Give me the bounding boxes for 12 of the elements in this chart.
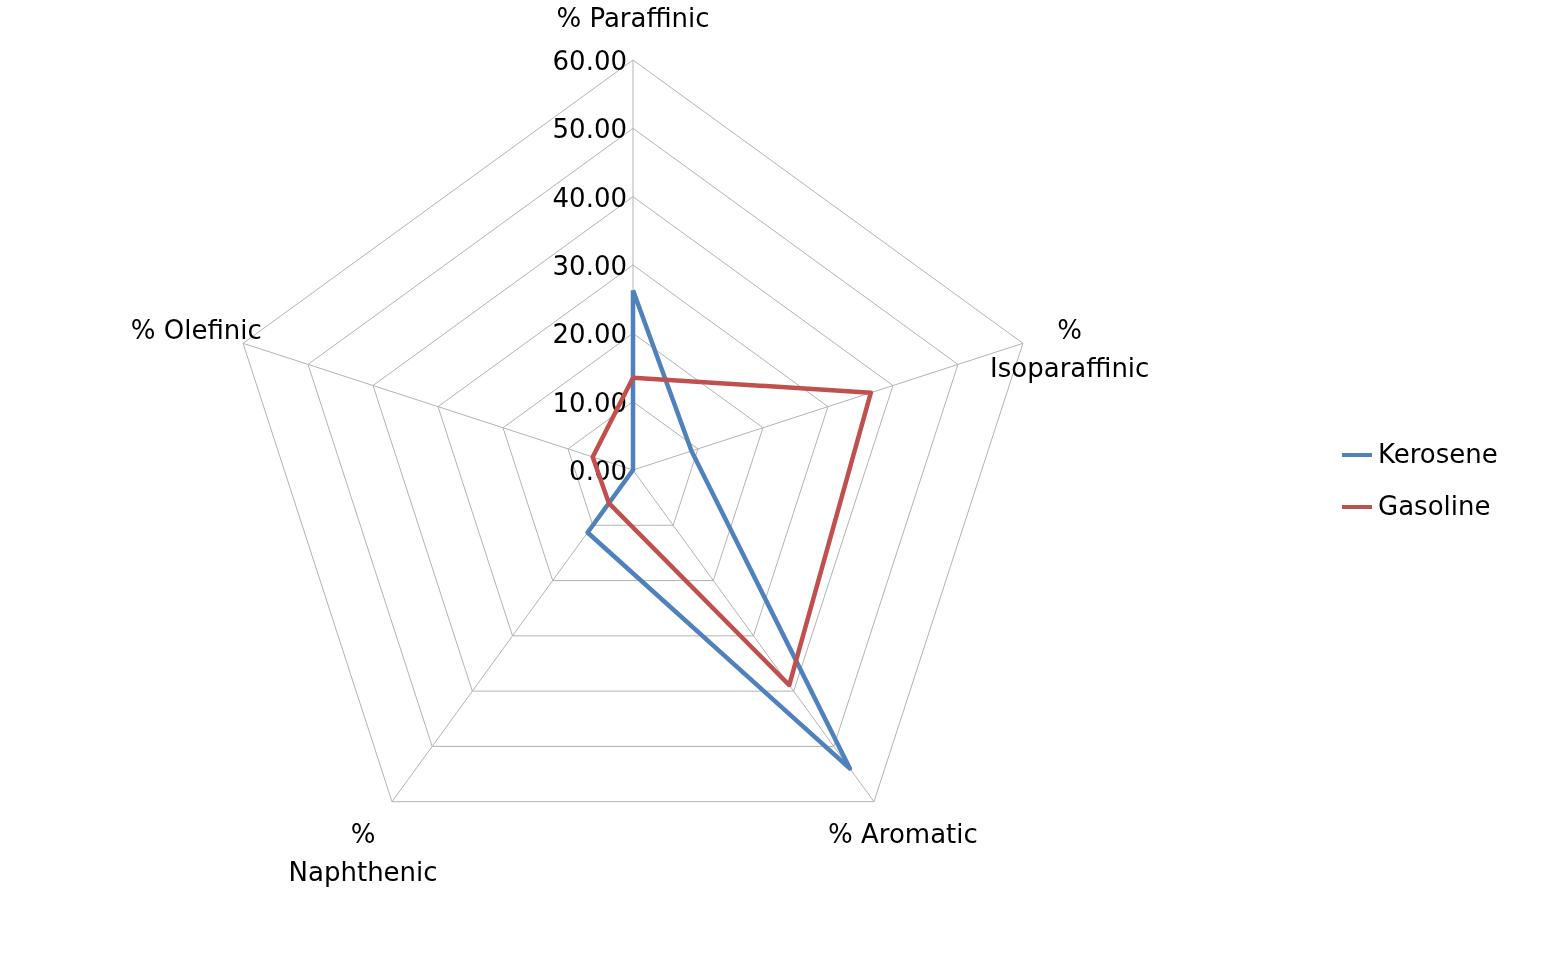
y-tick-label: 50.00 <box>552 114 627 145</box>
y-tick-label: 60.00 <box>552 46 627 76</box>
spoke-label: % Naphthenic <box>288 818 438 887</box>
spoke-label: % Paraffinic <box>556 3 710 33</box>
y-tick-label: 30.00 <box>552 251 627 281</box>
y-tick-label: 20.00 <box>552 319 627 350</box>
y-tick-label: 40.00 <box>552 182 627 213</box>
spoke-label: % Aromatic <box>828 818 978 849</box>
spoke-label: % Isoparaffinic <box>990 314 1150 383</box>
spoke-label: % Olefinic <box>130 314 262 345</box>
legend-label: Gasoline <box>1378 491 1491 521</box>
legend-label: Kerosene <box>1378 439 1498 469</box>
